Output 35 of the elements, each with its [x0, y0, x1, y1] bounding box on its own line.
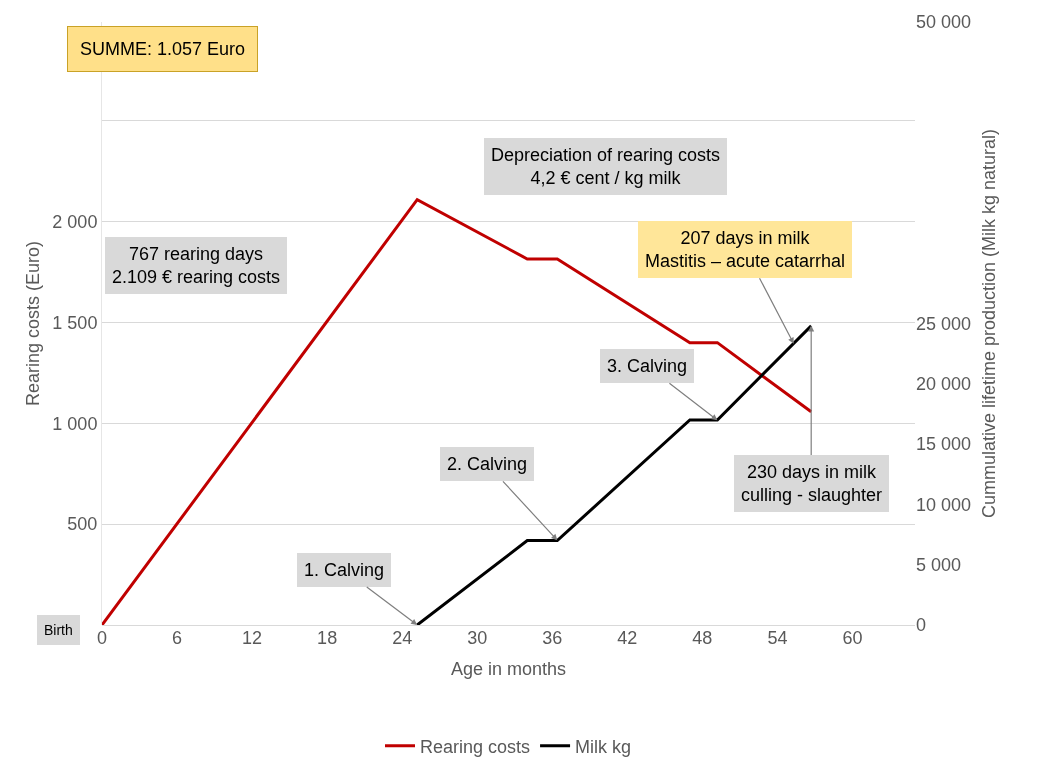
annotation: SUMME: 1.057 Euro: [80, 39, 246, 59]
annotation: 207 days in milk Mastitis – acute catarrhal: [645, 228, 846, 272]
y2-tick-label: 20 000: [916, 374, 972, 395]
legend-label: Milk kg: [575, 736, 632, 757]
x-tick-label: 36: [542, 628, 563, 648]
x-tick-label: 42: [617, 628, 638, 648]
y2-axis-title: Cummulative lifetime production (Milk kg natural): [979, 128, 1000, 519]
x-axis-title: Age in months: [450, 659, 567, 680]
x-tick-label: 60: [842, 628, 863, 648]
x-tick-label: 6: [172, 628, 183, 648]
x-tick-label: 0: [96, 628, 108, 648]
y-tick-label: 2 000: [52, 211, 98, 232]
y-tick-label: 500: [67, 514, 98, 535]
annotation: 767 rearing days 2.109 € rearing costs: [112, 244, 281, 288]
x-tick-label: 48: [692, 628, 713, 648]
y-tick-label: 1 500: [52, 312, 98, 333]
x-tick-label: 18: [317, 628, 338, 648]
y2-tick-label: 15 000: [916, 434, 972, 455]
x-tick-label: 54: [767, 628, 788, 648]
x-tick-label: 24: [392, 628, 413, 648]
y-axis-title: Rearing costs (Euro): [22, 240, 43, 407]
y2-tick-label: 50 000: [916, 12, 972, 33]
legend-label: Rearing costs: [420, 736, 531, 757]
y2-tick-label: 5 000: [916, 555, 962, 575]
y2-tick-label: 10 000: [916, 494, 972, 515]
annotation: 3. Calving: [607, 356, 688, 376]
annotation: 1. Calving: [304, 560, 385, 580]
y-tick-label: 1 000: [52, 413, 98, 434]
annotation: 2. Calving: [447, 454, 528, 474]
x-tick-label: 12: [242, 628, 263, 648]
text: Birth: [44, 622, 73, 638]
x-tick-label: 30: [467, 628, 488, 648]
y2-tick-label: 25 000: [916, 313, 972, 334]
annotation: Depreciation of rearing costs 4,2 € cent / kg milk: [491, 145, 721, 189]
annotation: 230 days in milk culling - slaughter: [741, 462, 883, 506]
